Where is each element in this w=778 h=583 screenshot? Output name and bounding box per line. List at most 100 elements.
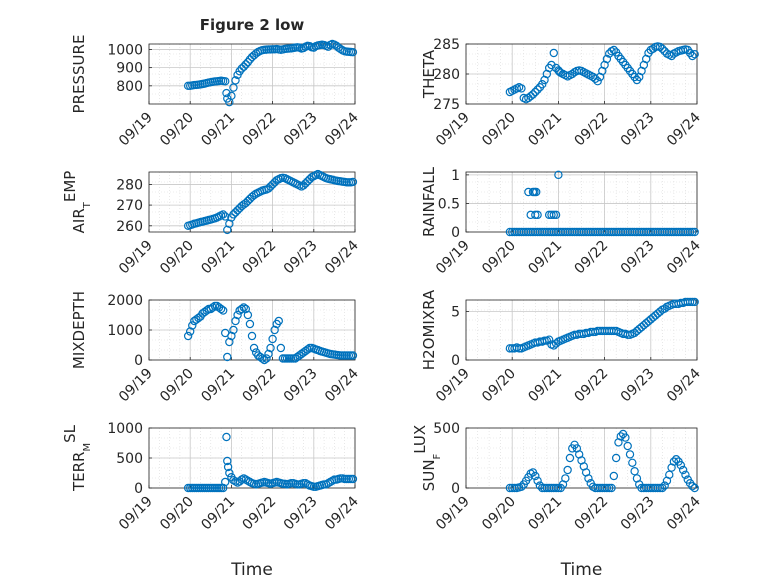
y-tick-label: 1000 [107, 421, 143, 437]
y-axis-label: THETA [420, 49, 438, 99]
x-tick-label: 09/23 [618, 238, 658, 278]
data-point [517, 84, 526, 93]
data-point [658, 44, 667, 54]
x-tick-label: 09/19 [433, 494, 473, 534]
data-point [324, 479, 333, 488]
x-tick-label: 09/24 [664, 365, 704, 405]
data-point [681, 470, 690, 479]
axes-box [148, 299, 356, 361]
data-point [247, 331, 257, 341]
data-point [249, 343, 259, 353]
data-point [239, 303, 248, 312]
x-tick-label: 09/22 [240, 366, 280, 406]
data-point [231, 316, 240, 326]
data-point [229, 476, 238, 485]
data-point [223, 462, 233, 472]
data-point [533, 476, 542, 485]
data-point [688, 51, 697, 61]
subplot-5: 09/19 09/20 09/21 09/22 09/23 09/24 0 1000 2000 M… [70, 291, 362, 405]
x-tick-label: 09/19 [433, 366, 473, 406]
data-point [584, 474, 593, 483]
data-point [229, 83, 238, 92]
x-tick-label: 09/24 [664, 237, 704, 277]
data-point [688, 482, 697, 491]
y-axis-label: TERRMSL [61, 424, 93, 492]
y-tick-label: 280 [116, 177, 143, 193]
x-tick-label: 09/20 [157, 110, 197, 150]
y-tick-label: 275 [433, 97, 460, 113]
x-tick-label: 09/19 [116, 238, 156, 278]
x-tick-label: 09/24 [322, 365, 362, 405]
data-point [531, 471, 540, 481]
data-point [227, 91, 236, 101]
data-point [218, 210, 228, 219]
x-tick-label: 09/21 [525, 494, 565, 534]
data-point [229, 325, 238, 335]
data-point [526, 91, 535, 101]
x-tick-label: 09/22 [240, 110, 280, 150]
data-point [678, 465, 688, 475]
y-tick-label: 500 [433, 421, 460, 437]
y-tick-label: 260 [116, 219, 143, 235]
data-point [194, 313, 203, 323]
data-point [222, 432, 231, 442]
data-point [348, 177, 358, 187]
data-point [221, 77, 230, 86]
x-tick-label: 09/19 [433, 110, 473, 150]
y-tick-label: 0.5 [438, 196, 460, 212]
x-tick-label: 09/21 [525, 238, 565, 278]
axes-box [465, 427, 698, 489]
axes-box [465, 43, 698, 105]
y-tick-label: 0 [451, 481, 460, 497]
data-point [225, 468, 234, 478]
data-point [690, 483, 699, 493]
data-point [223, 456, 232, 466]
data-point [549, 48, 558, 58]
data-point [270, 325, 279, 335]
y-tick-label: 1 [451, 168, 460, 184]
data-point [625, 450, 635, 459]
y-tick-label: 0 [451, 225, 460, 241]
x-tick-label: 09/21 [525, 366, 565, 406]
data-point [241, 475, 251, 484]
data-point [531, 87, 540, 97]
data-point [239, 62, 248, 71]
y-tick-label: 500 [116, 451, 143, 467]
x-tick-label: 09/22 [240, 494, 280, 534]
data-point [303, 345, 312, 354]
y-tick-label: 0 [134, 353, 143, 369]
x-tick-label: 09/21 [198, 110, 238, 150]
data-point [544, 335, 554, 344]
data-point [609, 471, 619, 481]
x-tick-label: 09/20 [157, 494, 197, 534]
data-point [264, 349, 273, 359]
data-point [237, 304, 246, 314]
y-tick-label: 1000 [107, 42, 143, 58]
data-point [262, 354, 271, 363]
data-point [660, 481, 669, 490]
data-point [348, 474, 358, 484]
data-point [607, 483, 616, 493]
data-point [630, 467, 639, 476]
x-tick-label: 09/19 [116, 110, 156, 150]
x-tick-label: 09/24 [664, 109, 704, 149]
data-point [231, 76, 240, 85]
x-tick-label: 09/23 [281, 366, 321, 406]
data-point [655, 42, 665, 52]
data-point [266, 343, 275, 353]
x-tick-label: 09/23 [281, 110, 321, 150]
data-point [260, 355, 269, 365]
data-point [524, 187, 533, 197]
data-point [623, 441, 632, 451]
subplot-grid: 09/19 09/20 09/21 09/22 09/23 09/248009001000… [61, 35, 704, 580]
data-point [241, 60, 251, 69]
data-point [549, 210, 558, 220]
x-tick-label: 09/22 [572, 494, 612, 534]
data-point [688, 227, 697, 237]
data-point [231, 477, 240, 486]
data-point [221, 477, 230, 487]
data-point [690, 297, 699, 307]
subplot-1: 09/19 09/20 09/21 09/22 09/23 09/24 800 900 1000… [70, 35, 362, 150]
data-point [602, 54, 612, 64]
data-point [672, 455, 681, 464]
